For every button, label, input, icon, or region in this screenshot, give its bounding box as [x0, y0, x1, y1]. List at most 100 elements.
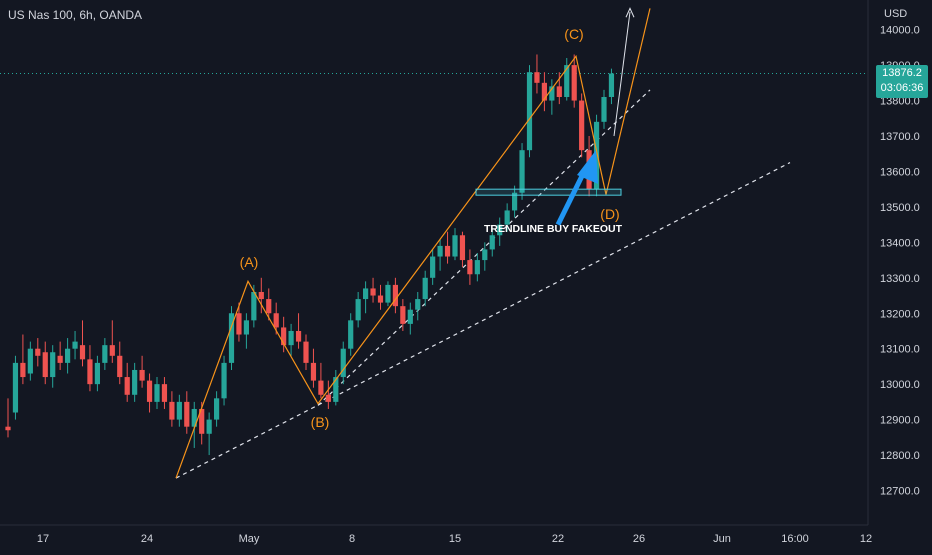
abcd-pattern-line	[175, 54, 607, 479]
candle-body	[541, 82, 547, 101]
candle-body	[42, 352, 48, 378]
candle-body	[444, 245, 451, 257]
candle-body	[191, 408, 197, 427]
candle-body	[273, 313, 279, 328]
candle-body	[27, 348, 33, 374]
candle-body	[109, 345, 115, 356]
candle-body	[169, 401, 175, 420]
candle-body	[117, 355, 123, 378]
candle-body	[139, 369, 145, 381]
candle-body	[266, 299, 272, 314]
candle-body	[593, 121, 600, 190]
candle-body	[601, 97, 607, 122]
label-d: (D)	[600, 206, 619, 222]
candle-body	[549, 86, 555, 101]
candle-body	[303, 341, 309, 363]
candle-body	[79, 345, 86, 360]
candle-body	[228, 313, 235, 363]
candle-body	[288, 330, 294, 346]
candle-body	[295, 330, 302, 342]
y-tick-label: 13600.0	[880, 166, 920, 178]
candle-body	[437, 245, 443, 257]
label-c: (C)	[564, 26, 583, 42]
candle-body	[333, 377, 339, 402]
candle-body	[281, 327, 287, 346]
candle-body	[459, 235, 466, 261]
candle-body	[72, 341, 78, 349]
chart-title: US Nas 100, 6h, OANDA	[8, 8, 143, 22]
current-price-value: 13876.2	[882, 67, 922, 79]
y-tick-label: 12700.0	[880, 486, 920, 498]
candle-body	[35, 348, 41, 356]
candle-body	[497, 224, 503, 236]
candle-body	[526, 72, 533, 151]
projection-arrow-line	[613, 11, 631, 137]
countdown-timer: 03:06:36	[880, 82, 924, 94]
x-tick-label: May	[239, 533, 260, 545]
candle-body	[415, 299, 421, 310]
y-tick-label: 13200.0	[880, 308, 920, 320]
lower-trendline	[175, 162, 791, 479]
currency-label: USD	[884, 8, 907, 20]
candle-body	[236, 313, 242, 335]
x-tick-label: 15	[449, 533, 461, 545]
candle-body	[556, 86, 562, 98]
y-tick-label: 13800.0	[880, 96, 920, 108]
candle-body	[243, 320, 249, 335]
candle-body	[124, 377, 130, 395]
y-tick-label: 13100.0	[880, 344, 920, 356]
candle-body	[87, 359, 93, 385]
x-tick-label: 24	[141, 533, 153, 545]
support-zone	[475, 188, 622, 196]
candle-body	[12, 362, 19, 413]
y-tick-label: 13300.0	[880, 273, 920, 285]
candle-body	[102, 345, 108, 363]
candle-body	[20, 362, 26, 378]
candle-body	[251, 291, 257, 321]
candle-body	[50, 352, 56, 378]
candle-body	[94, 362, 100, 385]
candle-body	[482, 249, 488, 261]
candle-body	[452, 235, 458, 257]
candle-body	[504, 210, 510, 225]
candle-body	[176, 401, 182, 420]
blue-arrow-shaft	[555, 166, 589, 226]
candle-body	[422, 277, 428, 300]
candle-body	[430, 256, 436, 278]
projection-line	[605, 8, 651, 195]
candle-body	[340, 348, 346, 378]
candle-body	[608, 73, 615, 98]
candle-body	[318, 380, 324, 395]
annotation-text: TRENDLINE BUY FAKEOUT	[484, 223, 623, 235]
candle-body	[214, 398, 220, 420]
candle-body	[206, 419, 212, 434]
candle-body	[348, 320, 354, 349]
candle-body	[400, 306, 406, 324]
y-tick-label: 13000.0	[880, 379, 920, 391]
projection-arrow-head	[625, 7, 635, 18]
candle-body	[363, 288, 369, 300]
y-tick-label: 12900.0	[880, 415, 920, 427]
candle-body	[407, 309, 413, 324]
current-price-tag: 13876.2 03:06:36	[876, 65, 928, 98]
candle-body	[489, 235, 495, 250]
y-tick-label: 13700.0	[880, 131, 920, 143]
candle-body	[310, 362, 317, 381]
x-tick-label: 12	[860, 533, 872, 545]
candle-body	[571, 65, 577, 101]
label-b: (B)	[311, 414, 330, 430]
candle-body	[355, 299, 361, 321]
candle-body	[258, 291, 264, 300]
y-tick-label: 14000.0	[880, 25, 920, 37]
x-tick-label: 26	[633, 533, 645, 545]
candle-body	[325, 394, 331, 402]
x-tick-label: Jun	[713, 533, 731, 545]
label-a: (A)	[240, 254, 259, 270]
candle-body	[519, 150, 525, 193]
candle-body	[370, 288, 376, 296]
candle-body	[65, 348, 71, 363]
x-tick-label: 17	[37, 533, 49, 545]
candle-body	[154, 384, 160, 402]
